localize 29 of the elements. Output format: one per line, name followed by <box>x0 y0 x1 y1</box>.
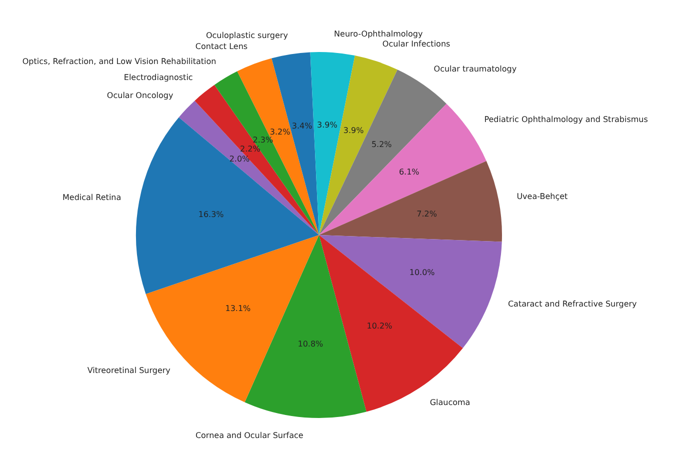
slice-label: Contact Lens <box>195 42 248 51</box>
slice-label: Ocular traumatology <box>434 64 517 74</box>
slice-label: Oculoplastic surgery <box>206 31 288 40</box>
data-label: 5.2% <box>371 140 392 149</box>
data-label: 10.2% <box>366 322 393 331</box>
data-label: 3.9% <box>317 120 338 130</box>
slice-label: Electrodiagnostic <box>124 73 193 82</box>
slice-label: Vitreoretinal Surgery <box>87 366 171 375</box>
slice-label: Cornea and Ocular Surface <box>195 430 304 440</box>
slice-label: Glaucoma <box>430 398 470 408</box>
slice-label: Medical Retina <box>62 193 122 202</box>
slice-label: Neuro-Ophthalmology <box>334 29 423 38</box>
slice-label: Ocular Infections <box>382 39 450 48</box>
slice-label: Pediatric Ophthalmology and Strabismus <box>484 115 648 124</box>
data-label: 7.2% <box>416 209 438 218</box>
slice-label: Cataract and Refractive Surgery <box>508 299 638 308</box>
slice-label: Optics, Refraction, and Low Vision Rehabilitation <box>22 56 216 66</box>
data-label: 2.2% <box>240 144 261 154</box>
data-label: 10.0% <box>409 268 436 277</box>
data-label: 2.0% <box>229 154 250 164</box>
data-label: 13.1% <box>225 304 252 314</box>
data-label: 10.8% <box>298 340 324 349</box>
data-label: 3.9% <box>343 126 364 135</box>
data-label: 3.4% <box>292 122 313 131</box>
data-label: 3.2% <box>270 127 291 136</box>
slice-label: Uvea-Behçet <box>516 192 568 202</box>
data-label: 16.3% <box>198 210 224 219</box>
slice-label: Ocular Oncology <box>106 91 174 100</box>
data-label: 6.1% <box>398 167 420 176</box>
